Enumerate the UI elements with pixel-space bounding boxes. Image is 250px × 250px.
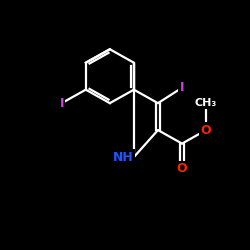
Text: CH₃: CH₃ [195, 98, 217, 108]
Text: I: I [60, 97, 64, 110]
Text: I: I [180, 81, 184, 94]
Text: O: O [201, 124, 211, 136]
Text: O: O [177, 162, 187, 175]
Text: NH: NH [113, 150, 134, 164]
